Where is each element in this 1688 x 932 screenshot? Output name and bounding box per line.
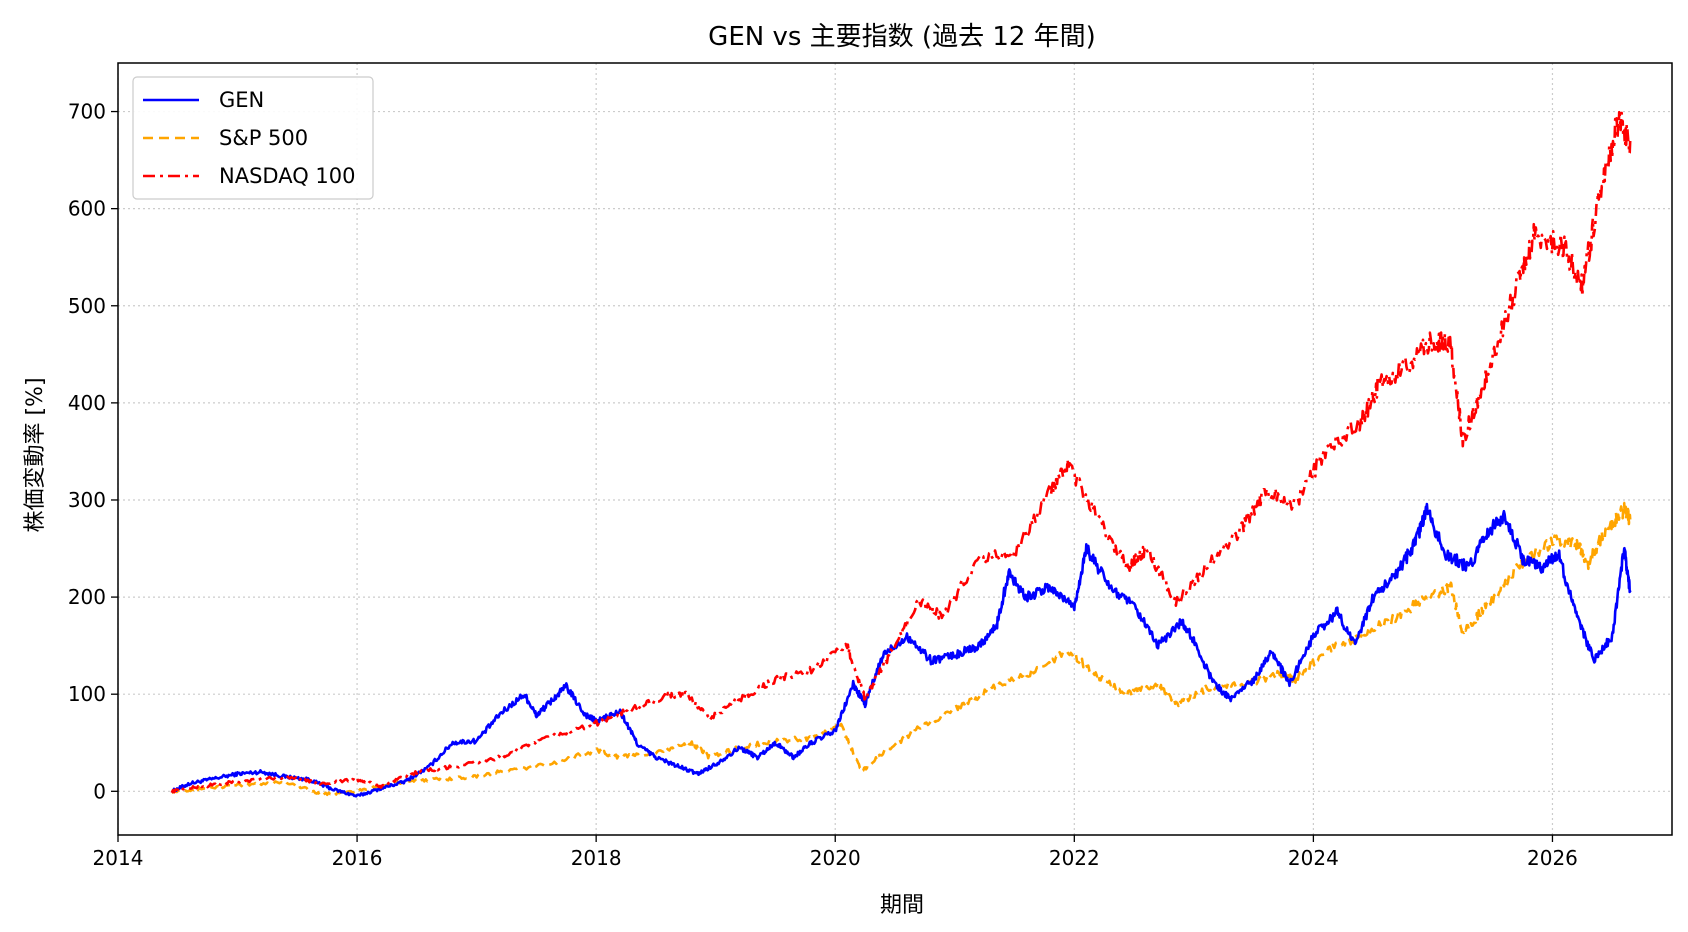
plot-frame (117, 62, 1673, 836)
y-tick-label: 700 (68, 100, 106, 124)
x-tick-label: 2022 (1049, 846, 1100, 870)
x-axis-title: 期間 (880, 893, 924, 918)
chart-title: GEN vs 主要指数 (過去 12 年間) (708, 22, 1096, 52)
series-line-nasdaq-100 (170, 110, 1632, 794)
grid (117, 63, 1672, 835)
y-tick-label: 500 (68, 294, 106, 318)
x-tick-label: 2016 (332, 846, 383, 870)
legend-label: S&P 500 (219, 126, 308, 150)
x-tick-label: 2020 (810, 846, 861, 870)
legend-box (132, 76, 374, 200)
legend: GEN S&P 500 NASDAQ 100 (132, 76, 374, 200)
x-tick-label: 2024 (1288, 846, 1339, 870)
series-layer (170, 110, 1632, 798)
y-tick-label: 300 (68, 488, 106, 512)
y-tick-label: 400 (68, 391, 106, 415)
legend-label: NASDAQ 100 (219, 164, 356, 188)
x-tick-label: 2026 (1527, 846, 1578, 870)
y-tick-label: 0 (93, 779, 106, 803)
legend-label: GEN (219, 88, 264, 112)
ticks: 2014 2016 2018 2020 2022 2024 2026 0 100 200 300 40… (68, 100, 1578, 870)
y-tick-label: 100 (68, 682, 106, 706)
y-tick-label: 600 (68, 197, 106, 221)
series-line-gen (170, 502, 1632, 798)
y-tick-label: 200 (68, 585, 106, 609)
x-tick-label: 2014 (93, 846, 144, 870)
x-tick-label: 2018 (571, 846, 622, 870)
series-line-s-p-500 (171, 501, 1632, 797)
y-axis-title: 株価変動率 [%] (23, 377, 48, 532)
